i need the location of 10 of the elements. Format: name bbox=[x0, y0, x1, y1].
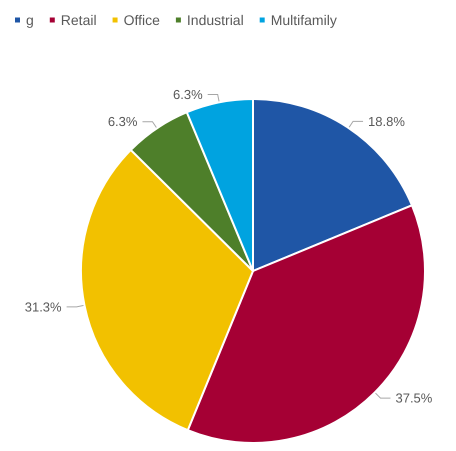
data-label: 37.5% bbox=[395, 390, 433, 406]
data-label: 6.3% bbox=[108, 114, 138, 130]
data-label: 31.3% bbox=[24, 299, 62, 314]
legend-label: Retail bbox=[60, 12, 97, 28]
data-label: 6.3% bbox=[173, 87, 204, 102]
legend-label: Multifamily bbox=[270, 12, 337, 28]
data-label: 18.8% bbox=[368, 114, 406, 129]
legend-label: g bbox=[26, 12, 34, 28]
legend-label: Office bbox=[124, 12, 160, 28]
legend-label: Industrial bbox=[186, 12, 244, 28]
